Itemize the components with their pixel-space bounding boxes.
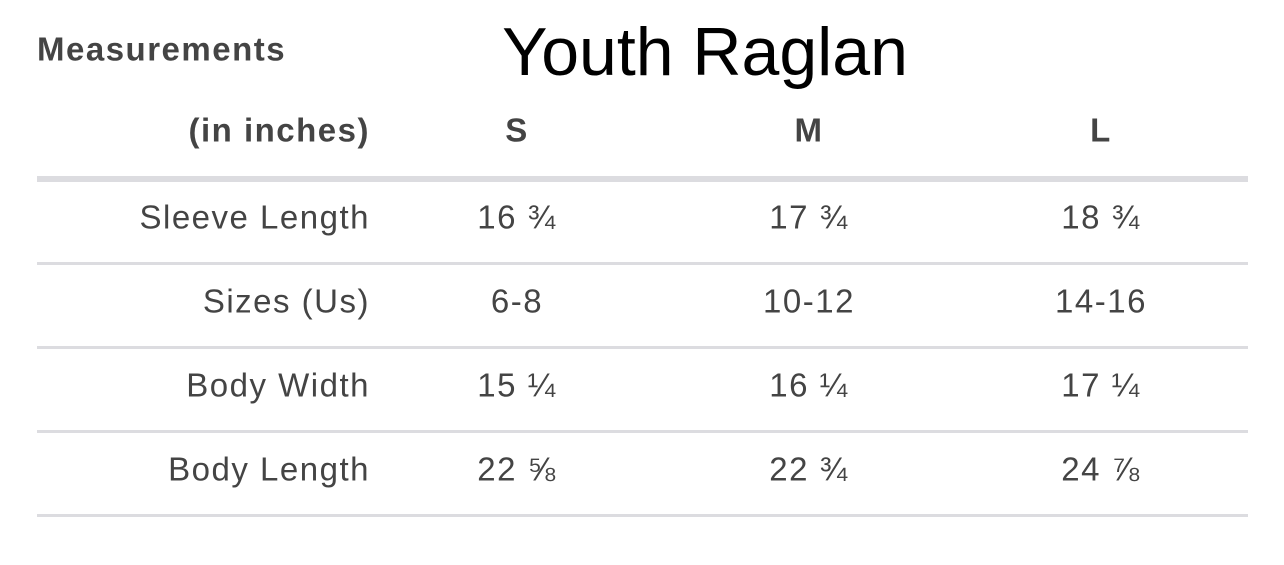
column-header: M <box>795 112 824 149</box>
row-divider <box>37 514 1248 517</box>
cell-value: 6-8 <box>491 283 543 320</box>
cell-value: 16 ¼ <box>769 367 848 404</box>
header-divider <box>37 176 1248 182</box>
row-label: Body Length <box>168 451 370 488</box>
row-label: Body Width <box>186 367 370 404</box>
cell-value: 24 ⅞ <box>1061 451 1140 488</box>
cell-value: 18 ¾ <box>1061 199 1140 236</box>
cell-value: 17 ¼ <box>1061 367 1140 404</box>
measurements-label: Measurements <box>37 31 286 68</box>
row-divider <box>37 262 1248 265</box>
cell-value: 10-12 <box>763 283 855 320</box>
cell-value: 14-16 <box>1055 283 1147 320</box>
cell-value: 22 ¾ <box>769 451 848 488</box>
cell-value: 15 ¼ <box>477 367 556 404</box>
cell-value: 22 ⅝ <box>477 451 556 488</box>
cell-value: 16 ¾ <box>477 199 556 236</box>
cell-value: 17 ¾ <box>769 199 848 236</box>
column-header: S <box>505 112 529 149</box>
title: Youth Raglan <box>502 14 908 90</box>
row-divider <box>37 430 1248 433</box>
row-divider <box>37 346 1248 349</box>
row-label: Sizes (Us) <box>203 283 370 320</box>
column-header: L <box>1090 112 1112 149</box>
column-header: (in inches) <box>188 112 370 149</box>
row-label: Sleeve Length <box>139 199 370 236</box>
